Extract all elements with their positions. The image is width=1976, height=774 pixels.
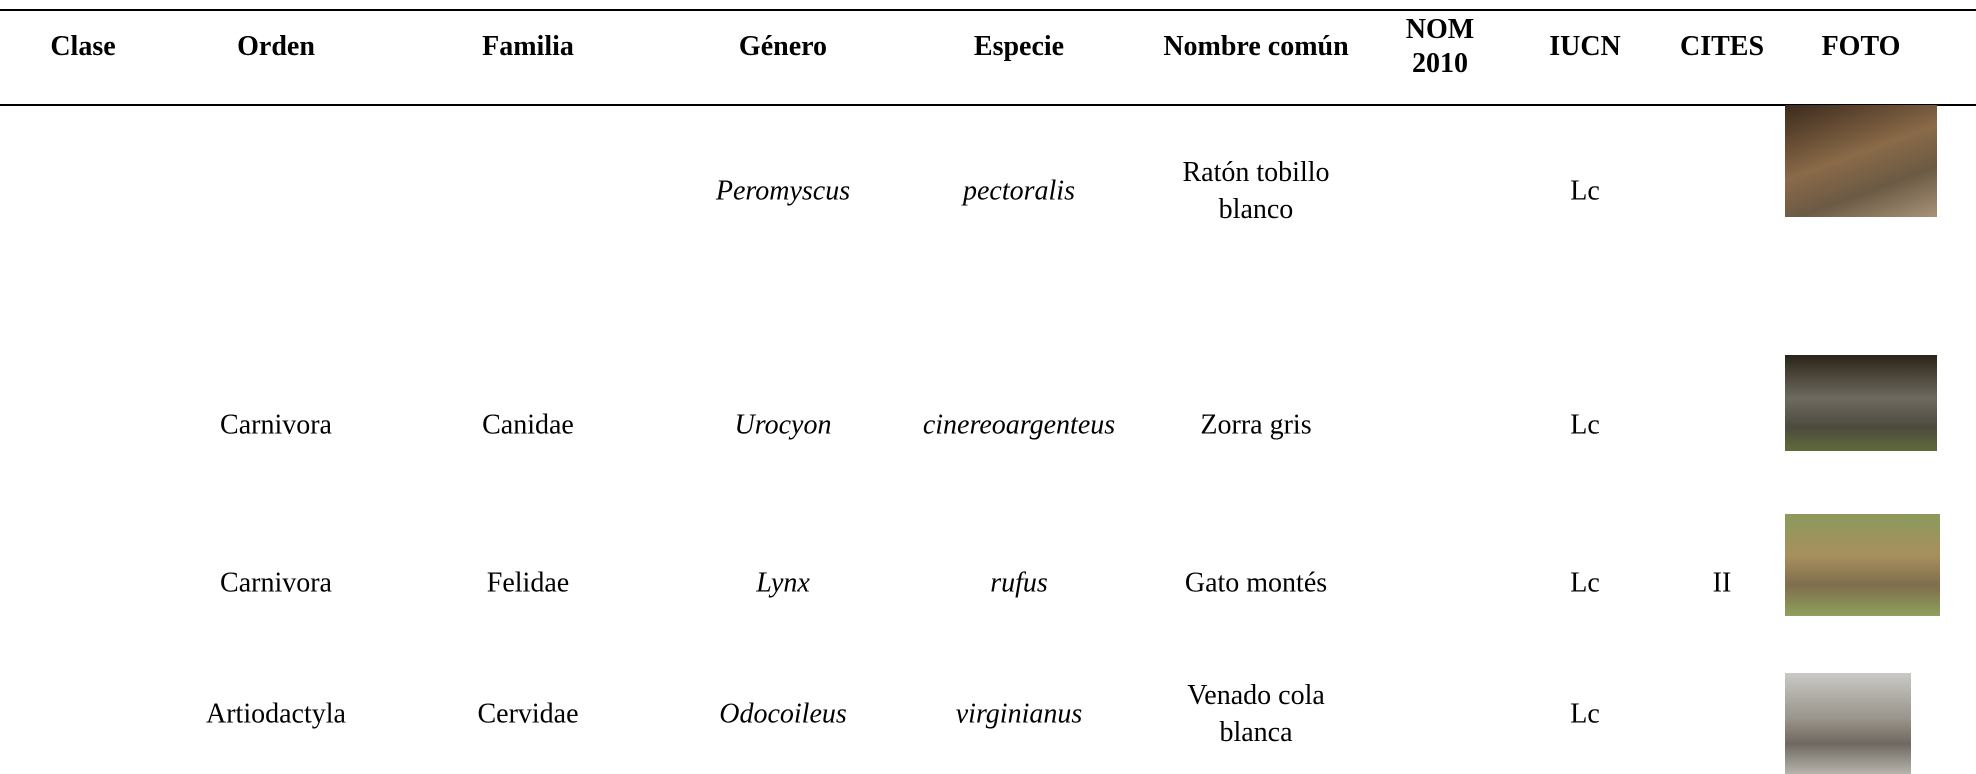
cell: II	[1712, 567, 1732, 599]
cell: Artiodactyla	[206, 698, 346, 730]
cell: Peromyscus	[715, 175, 851, 207]
photo	[1785, 105, 1937, 217]
header-cell: Especie	[973, 31, 1065, 62]
cell: Carnivora	[220, 567, 332, 599]
header-cell: NOM 2010	[1405, 14, 1475, 79]
cell: Carnivora	[220, 409, 332, 441]
cell: Odocoileus	[719, 698, 847, 730]
cell: Cervidae	[477, 698, 579, 730]
photo	[1785, 514, 1940, 616]
header-cell: Familia	[482, 31, 574, 62]
cell: pectoralis	[963, 175, 1075, 207]
header-cell: Orden	[237, 31, 315, 62]
header-cell: FOTO	[1821, 31, 1901, 62]
header-cell: IUCN	[1549, 31, 1621, 62]
cell: Ratón tobillo blanco	[1182, 157, 1330, 225]
header-cell: Nombre común	[1163, 31, 1349, 62]
cell: Canidae	[482, 409, 574, 441]
cell: Zorra gris	[1200, 409, 1312, 441]
cell: Venado cola blanca	[1187, 680, 1325, 748]
cell: Lynx	[756, 567, 810, 599]
top-rule	[0, 9, 1976, 11]
cell: virginianus	[955, 698, 1083, 730]
cell: Lc	[1570, 409, 1600, 441]
cell: Lc	[1570, 698, 1600, 730]
header-cell: CITES	[1679, 31, 1765, 62]
cell: Urocyon	[734, 409, 832, 441]
header-rule	[0, 104, 1976, 106]
cell: Gato montés	[1184, 567, 1328, 599]
header-cell: Clase	[50, 31, 116, 62]
cell: Felidae	[486, 567, 570, 599]
cell: Lc	[1570, 175, 1600, 207]
cell: Lc	[1570, 567, 1600, 599]
photo	[1785, 355, 1937, 451]
cell: cinereoargenteus	[922, 409, 1116, 441]
header-cell: Género	[738, 31, 828, 62]
cell: rufus	[990, 567, 1048, 599]
photo	[1785, 673, 1911, 774]
